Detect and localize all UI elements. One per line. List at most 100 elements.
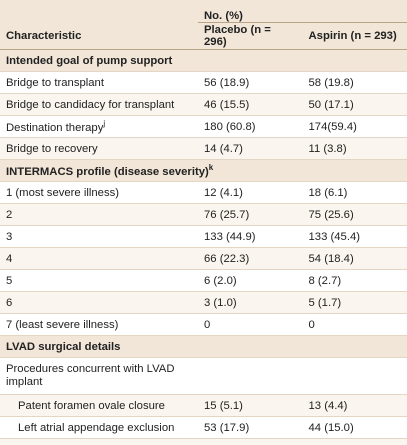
- value-cell-text: 12 (4.1): [204, 186, 243, 199]
- section-title-text: Intended goal of pump support: [6, 54, 173, 67]
- value-cell-text: 3 (1.0): [204, 296, 237, 309]
- data-row: Bridge to candidacy for transplant 46 (15…: [0, 93, 407, 116]
- value-cell: 75 (25.6): [302, 203, 407, 226]
- row-label: 3: [0, 225, 198, 248]
- value-cell: 3 (1.0): [198, 291, 303, 314]
- group-header-text: No. (%): [204, 10, 243, 22]
- row-label: 4: [0, 247, 198, 270]
- value-cell-text: 14 (4.7): [204, 142, 243, 155]
- row-label: Bridge to transplant: [0, 71, 198, 94]
- row-label: Bridge to recovery: [0, 137, 198, 160]
- value-cell: 6 (2.0): [198, 269, 303, 292]
- row-label: Procedures concurrent with LVAD implant: [0, 357, 198, 395]
- header-row: Characteristic Placebo (n = 296) Aspirin (…: [0, 22, 407, 50]
- row-label-text: Patent foramen ovale closure: [18, 399, 165, 412]
- value-cell-text: 82 (28.0): [309, 444, 354, 445]
- data-row: Destination therapyj 180 (60.8) 174(59.4): [0, 115, 407, 138]
- data-row: Bridge to transplant 56 (18.9) 58 (19.8): [0, 71, 407, 94]
- value-cell-text: 76 (25.7): [204, 208, 250, 221]
- column-header-text: Placebo (n = 296): [204, 24, 271, 48]
- row-label-text: 6: [6, 296, 13, 309]
- value-cell: 8 (2.7): [302, 269, 407, 292]
- column-header-text: Characteristic: [6, 29, 82, 42]
- value-cell: 46 (15.5): [198, 93, 303, 116]
- data-row: 5 6 (2.0) 8 (2.7): [0, 269, 407, 292]
- row-label-text: 2: [6, 208, 13, 221]
- column-header: Placebo (n = 296): [198, 22, 303, 50]
- row-label-text: 4: [6, 252, 13, 265]
- header-cell: [0, 0, 198, 23]
- value-cell: 133 (44.9): [198, 225, 303, 248]
- value-cell-text: 44 (15.0): [308, 421, 354, 434]
- value-cell: 74 (25.0): [198, 438, 303, 445]
- row-label: 6: [0, 291, 198, 314]
- footnote-mark: j: [103, 119, 106, 129]
- data-row: Bridge to recovery 14 (4.7) 11 (3.8): [0, 137, 407, 160]
- value-cell: 0: [302, 313, 407, 336]
- footnote-mark: k: [208, 163, 214, 173]
- row-label-text: Bridge to recovery: [6, 142, 98, 155]
- value-cell: 13 (4.4): [302, 394, 407, 417]
- row-label-text: Bridge to transplant: [6, 76, 104, 89]
- value-cell-text: 74 (25.0): [204, 444, 249, 445]
- row-label-text: Left atrial appendage exclusion: [18, 421, 175, 434]
- data-row: 6 3 (1.0) 5 (1.7): [0, 291, 407, 314]
- value-cell: 82 (28.0): [302, 438, 407, 445]
- row-label: Valve replacement or repair: [0, 438, 198, 445]
- column-header-text: Aspirin (n = 293): [308, 30, 397, 42]
- value-cell-text: 180 (60.8): [204, 120, 256, 133]
- data-row: Valve replacement or repair 74 (25.0) 82 (…: [0, 438, 407, 445]
- value-cell-text: 18 (6.1): [308, 186, 348, 199]
- row-label-text: Valve replacement or repair: [18, 444, 156, 445]
- value-cell-text: 0: [204, 318, 211, 331]
- data-row: 4 66 (22.3) 54 (18.4): [0, 247, 407, 270]
- section-row: Intended goal of pump support: [0, 49, 407, 72]
- value-cell: 133 (45.4): [302, 225, 407, 248]
- value-cell: 14 (4.7): [198, 137, 303, 160]
- value-cell: 0: [198, 313, 303, 336]
- row-label: Destination therapyj: [0, 115, 198, 138]
- row-label-text: Destination therapy: [6, 121, 104, 134]
- value-cell: 174(59.4): [302, 115, 407, 138]
- value-cell-text: 66 (22.3): [204, 252, 250, 265]
- data-row: Left atrial appendage exclusion 53 (17.9)…: [0, 416, 407, 439]
- value-cell-text: 13 (4.4): [308, 399, 348, 412]
- header-row: No. (%): [0, 0, 407, 23]
- column-header: Characteristic: [0, 22, 198, 50]
- value-cell: 54 (18.4): [302, 247, 407, 270]
- value-cell: 44 (15.0): [302, 416, 407, 439]
- section-row: LVAD surgical details: [0, 335, 407, 358]
- value-cell-text: 46 (15.5): [204, 98, 250, 111]
- value-cell: 11 (3.8): [302, 137, 407, 160]
- row-label: 5: [0, 269, 198, 292]
- value-cell-text: 11 (3.8): [308, 142, 347, 155]
- data-row: 3 133 (44.9) 133 (45.4): [0, 225, 407, 248]
- row-label-text: 7 (least severe illness): [6, 318, 119, 331]
- value-cell: 66 (22.3): [198, 247, 303, 270]
- row-label-text: 5: [6, 274, 13, 287]
- group-header: No. (%): [198, 0, 407, 23]
- value-cell: 5 (1.7): [302, 291, 407, 314]
- value-cell: 58 (19.8): [302, 71, 407, 94]
- value-cell: 56 (18.9): [198, 71, 303, 94]
- value-cell-text: 5 (1.7): [308, 296, 342, 309]
- value-cell-text: 54 (18.4): [308, 252, 354, 265]
- value-cell: [198, 357, 407, 395]
- value-cell-text: 174(59.4): [308, 120, 357, 133]
- data-row: Patent foramen ovale closure 15 (5.1) 13 (…: [0, 394, 407, 417]
- row-label: 1 (most severe illness): [0, 181, 198, 204]
- value-cell-text: 56 (18.9): [204, 76, 250, 89]
- value-cell-text: 53 (17.9): [204, 421, 250, 434]
- section-title: LVAD surgical details: [0, 335, 407, 358]
- data-row: Procedures concurrent with LVAD implant: [0, 357, 407, 395]
- section-title-text: INTERMACS profile (disease severity): [6, 165, 209, 178]
- value-cell-text: 0: [308, 318, 315, 331]
- data-row: 1 (most severe illness) 12 (4.1) 18 (6.1): [0, 181, 407, 204]
- row-label-text: 1 (most severe illness): [6, 186, 120, 199]
- value-cell-text: 133 (44.9): [204, 230, 256, 243]
- value-cell: 15 (5.1): [198, 394, 303, 417]
- value-cell-text: 8 (2.7): [308, 274, 342, 287]
- row-label: Patent foramen ovale closure: [0, 394, 198, 417]
